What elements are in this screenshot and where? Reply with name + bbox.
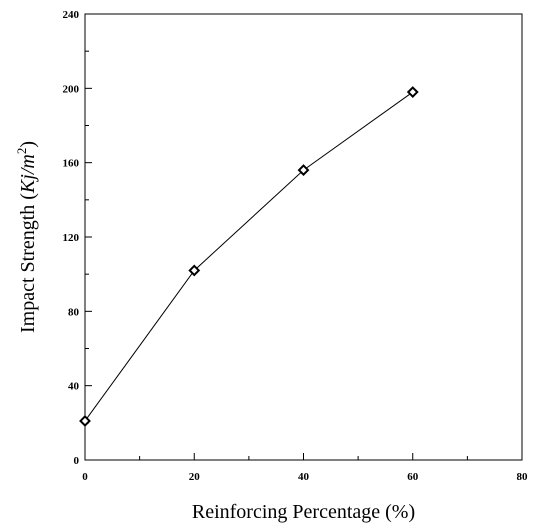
y-tick-label: 160	[63, 158, 80, 170]
series-line	[84, 91, 414, 422]
y-tick-label: 120	[63, 232, 80, 244]
tick-marks	[84, 13, 523, 461]
x-tick-label: 80	[517, 471, 529, 483]
tick-labels: 0 20 40 60 80 0 40 80 120 160 200 240	[63, 9, 529, 483]
y-axis-title-unit: Kj/m	[17, 154, 39, 194]
y-tick-label: 80	[68, 306, 80, 318]
y-tick-label: 40	[68, 381, 80, 393]
data-point-marker	[297, 164, 310, 177]
plot-frame	[84, 13, 523, 461]
y-axis-title-unit-exponent: 2	[14, 148, 29, 155]
y-tick-label: 200	[63, 83, 80, 95]
y-tick-label: 240	[63, 9, 80, 21]
x-tick-label: 20	[189, 471, 201, 483]
x-tick-label: 40	[298, 471, 310, 483]
x-tick-label: 60	[407, 471, 419, 483]
x-axis-title: Reinforcing Percentage (%)	[192, 501, 415, 523]
x-tick-label: 0	[82, 471, 88, 483]
y-axis-title-prefix: Impact Strength (	[17, 193, 39, 333]
y-tick-label: 0	[74, 455, 80, 467]
data-point-marker	[79, 415, 91, 427]
data-point-marker	[406, 86, 419, 98]
y-axis-title-suffix: )	[17, 141, 39, 148]
data-point-marker	[188, 264, 201, 277]
data-series	[79, 86, 419, 427]
y-axis-title: Impact Strength (Kj/m2)	[14, 141, 39, 333]
